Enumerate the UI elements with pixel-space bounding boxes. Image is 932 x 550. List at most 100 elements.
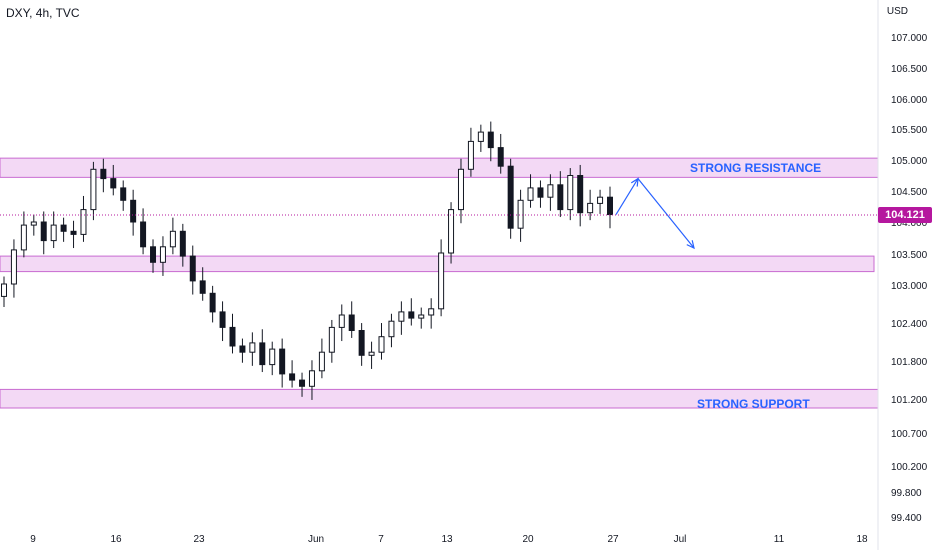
candle-body [189,255,196,282]
candle-body [398,311,405,322]
candle-body [368,351,375,356]
candle-body [249,342,256,353]
x-tick-label: 20 [522,534,534,545]
zone-label-resistance: STRONG RESISTANCE [690,161,822,175]
candle-body [60,224,67,232]
candle-body [577,175,584,214]
candle-body [378,336,385,353]
candle-body [199,280,206,294]
candle-body [269,348,276,366]
candle-body [40,221,47,242]
candle-body [1,283,7,297]
candle-body [308,370,315,387]
candle-body [150,246,157,263]
zone-label-support: STRONG SUPPORT [697,397,810,411]
candle-body [159,246,166,263]
y-tick-label: 103.500 [891,250,928,261]
projection-arrows [615,177,695,250]
y-tick-label: 106.000 [891,95,928,106]
candle-body [219,311,226,328]
candle-body [537,187,544,198]
candle-body [507,165,514,229]
candle-body [30,221,37,226]
candle-body [597,196,604,204]
zones-layer [0,157,879,409]
candle-body [259,342,266,366]
arrow-head [686,240,695,250]
candle-body [467,140,474,170]
candle-body [239,345,246,353]
y-tick-label: 100.700 [891,429,928,440]
y-axis[interactable]: 107.000 106.500 106.000 105.500 105.000 104.5… [877,0,928,550]
x-tick-label: Jul [674,534,687,545]
candle-body [100,168,107,180]
candle-body [338,314,345,328]
candle-body [20,224,27,251]
candle-body [587,202,594,214]
candle-body [229,326,236,347]
candle-body [10,249,17,285]
x-tick-label: 18 [856,534,868,545]
candle-body [80,209,87,235]
candles-layer [1,121,613,400]
candle-body [50,224,57,242]
candle-body [557,184,564,211]
candle-body [289,373,296,381]
candle-body [279,348,286,375]
candle-body [348,314,355,331]
candle-body [487,131,494,149]
candle-body [448,209,455,254]
candle-body [169,230,176,248]
candle-body [527,187,534,201]
y-tick-label: 99.800 [891,488,922,499]
x-tick-label: Jun [308,534,324,545]
candle-body [457,168,464,211]
last-price-tag: 104.121 [878,207,932,223]
projection-segment [637,178,695,249]
y-tick-label: 100.200 [891,462,928,473]
candle-body [179,230,186,257]
candle-body [428,308,435,316]
y-tick-label: 105.500 [891,125,928,136]
currency-label: USD [886,6,908,17]
y-tick-label: 99.400 [891,513,922,524]
x-tick-label: 16 [110,534,122,545]
candle-body [140,221,147,248]
y-tick-label: 101.800 [891,357,928,368]
candle-body [110,178,117,189]
arrow-head [630,177,639,187]
zone-rect[interactable] [0,255,875,273]
x-tick-label: 11 [774,534,785,545]
candle-body [607,196,613,216]
y-tick-label: 102.400 [891,319,928,330]
y-tick-label: 101.200 [891,395,928,406]
candle-body [90,168,97,211]
x-axis[interactable]: 9 16 23 Jun 7 13 20 27 Jul 11 18 [30,534,868,545]
x-tick-label: 7 [378,534,384,545]
candle-body [388,320,395,338]
candle-body [130,199,137,223]
y-tick-label: 105.000 [891,156,928,167]
x-tick-label: 13 [441,534,453,545]
candle-body [358,330,365,356]
candle-body [408,311,415,319]
y-tick-label: 104.500 [891,187,928,198]
x-tick-label: 9 [30,534,36,545]
candle-body [318,351,325,372]
candle-body [299,379,306,387]
candle-body [547,184,554,198]
y-tick-label: 104.000 [891,218,928,229]
chart-title: DXY, 4h, TVC [6,6,80,20]
y-tick-label: 106.500 [891,64,928,75]
x-tick-label: 27 [607,534,619,545]
candle-body [567,175,574,211]
y-tick-label: 103.000 [891,281,928,292]
candle-body [70,230,77,235]
candle-body [497,147,504,167]
candle-body [477,131,484,142]
candle-body [209,292,216,313]
projection-segment [615,178,639,215]
candle-body [438,252,445,310]
candle-body [517,199,524,229]
